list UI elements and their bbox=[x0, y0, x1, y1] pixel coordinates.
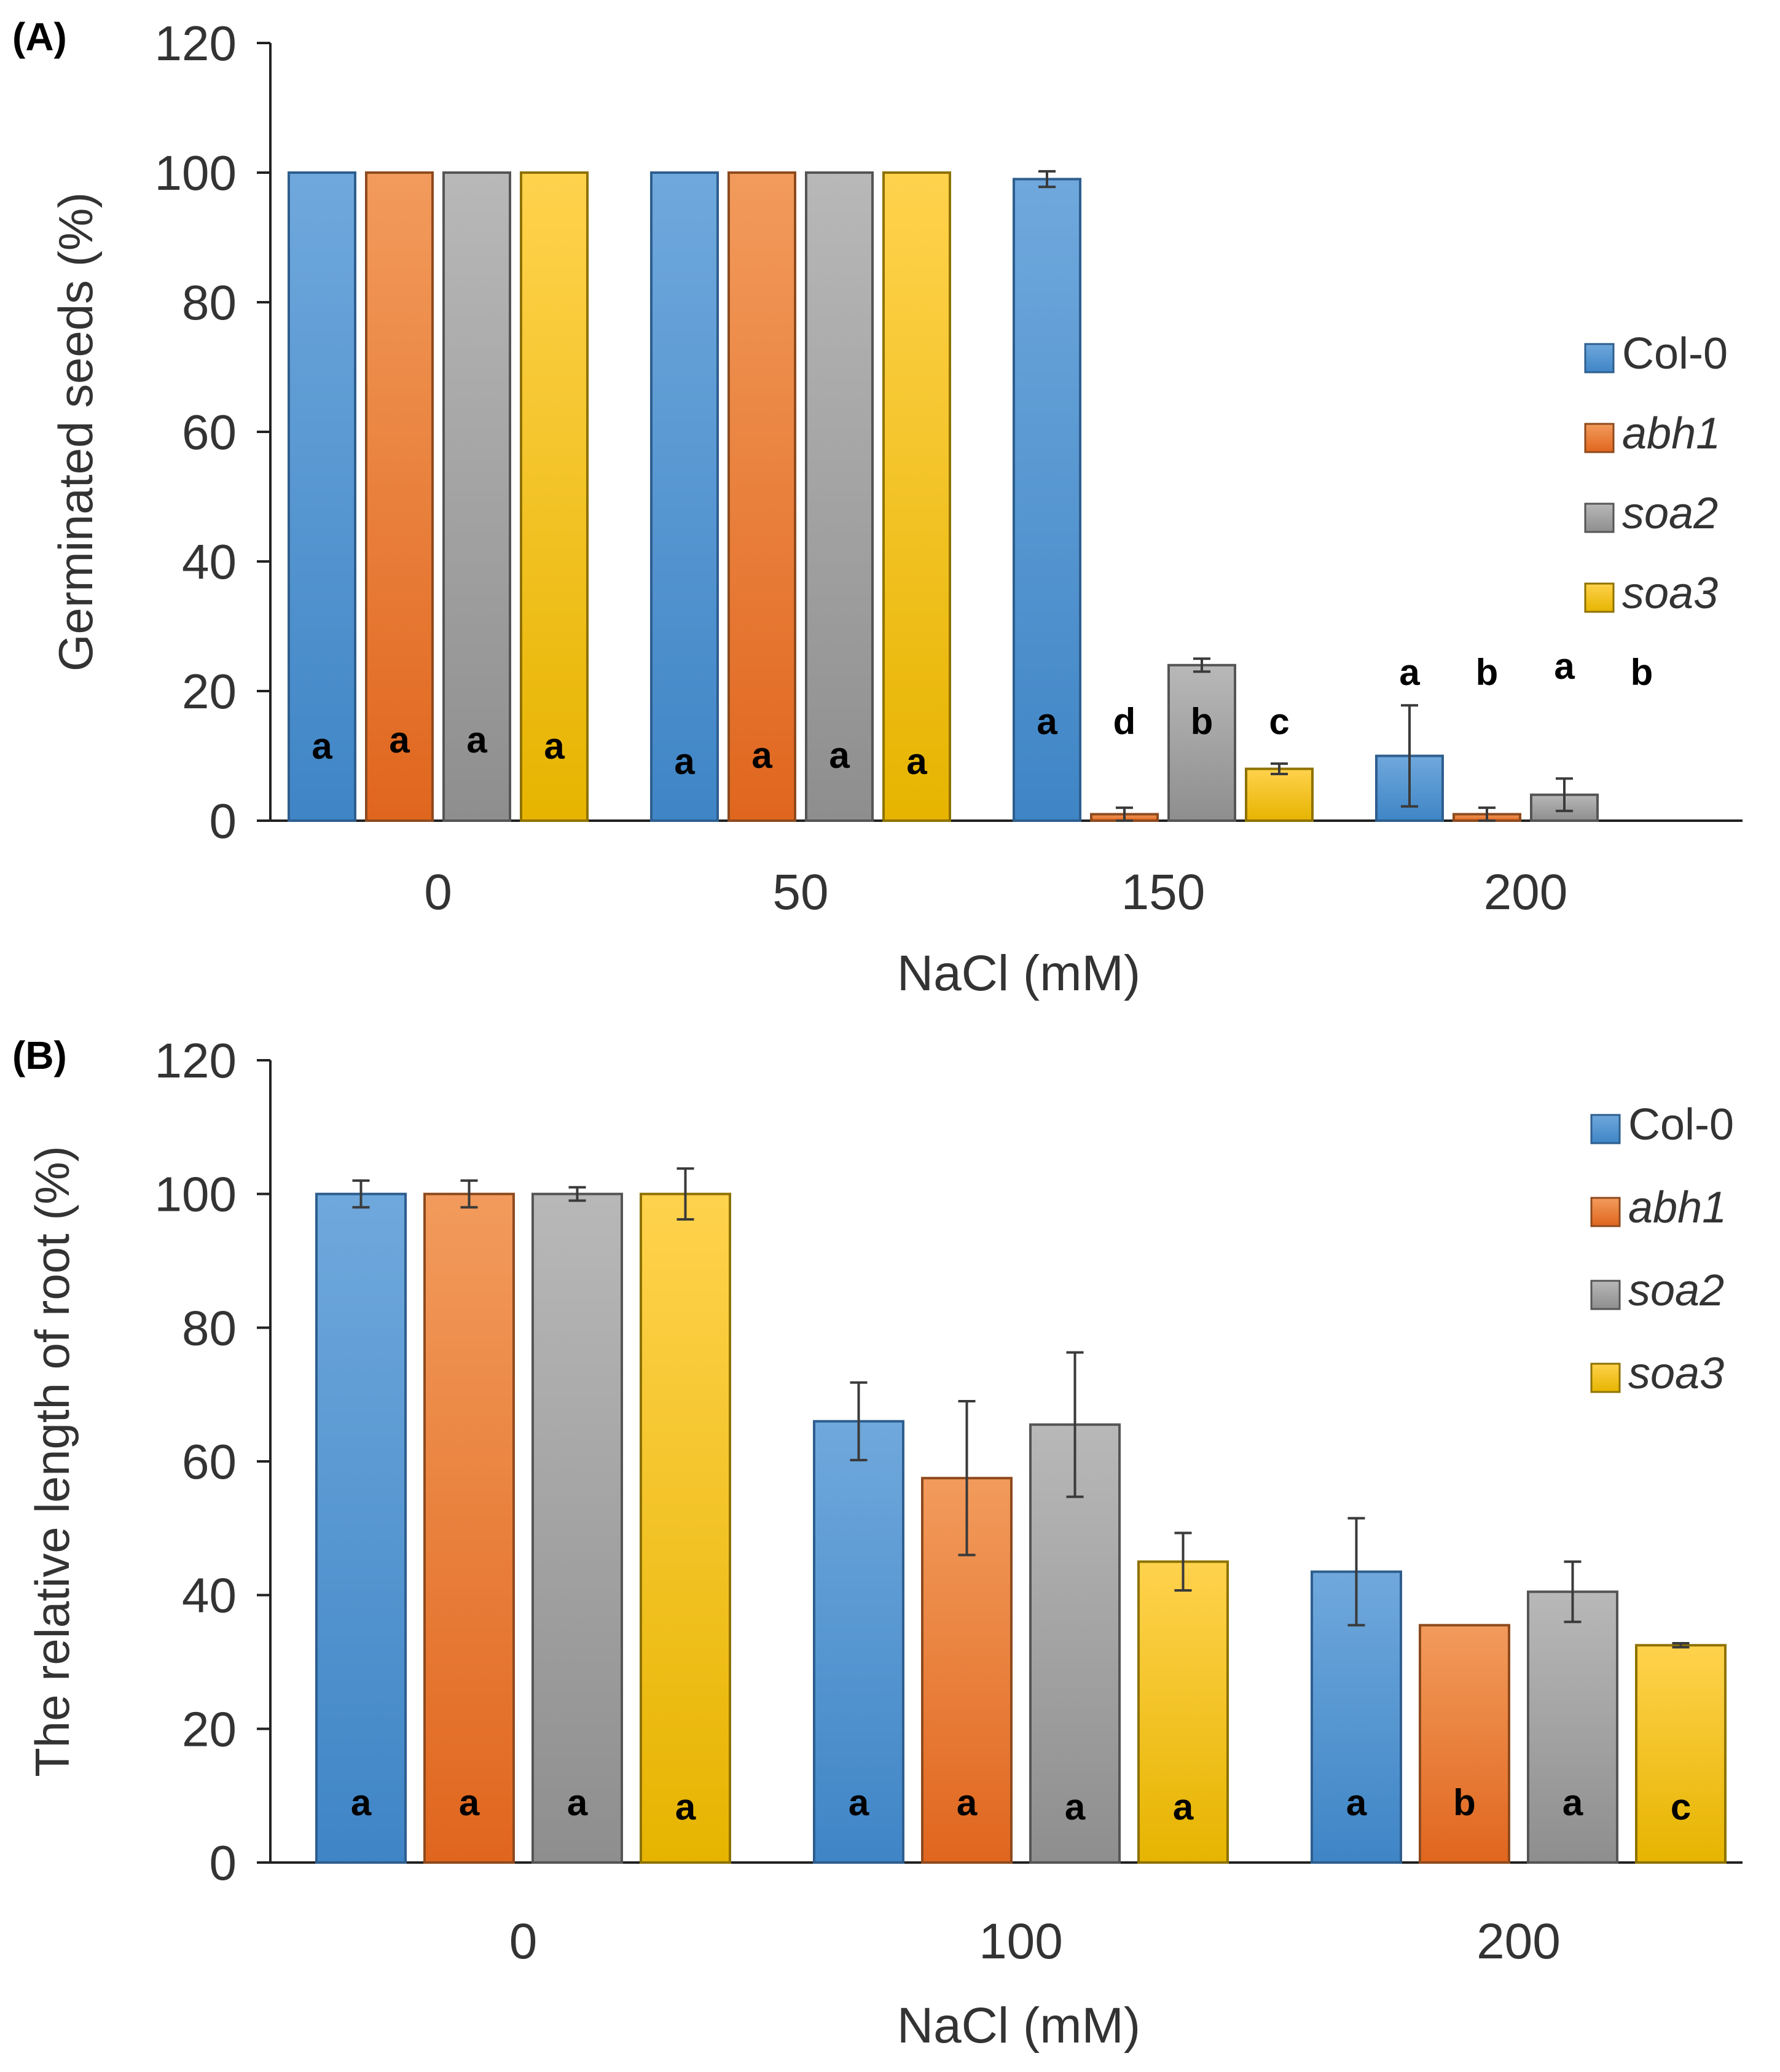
y-tick-label: 80 bbox=[182, 275, 237, 330]
legend-label-soa2: soa2 bbox=[1622, 489, 1718, 538]
legend-label-Col-0: Col-0 bbox=[1622, 329, 1728, 378]
significance-letter: a bbox=[849, 1782, 869, 1823]
legend-swatch-soa2 bbox=[1590, 1280, 1621, 1310]
significance-letter: a bbox=[544, 725, 565, 767]
legend-swatch-soa3 bbox=[1590, 1362, 1621, 1393]
significance-letter: a bbox=[906, 741, 927, 782]
significance-letter: d bbox=[1113, 701, 1136, 742]
y-tick-label: 60 bbox=[182, 1434, 237, 1489]
significance-letter: a bbox=[1037, 701, 1057, 742]
significance-letter: a bbox=[567, 1782, 588, 1823]
x-tick-label: 0 bbox=[509, 1914, 538, 1969]
x-tick-label: 200 bbox=[1476, 1914, 1561, 1969]
y-tick-label: 120 bbox=[155, 1033, 237, 1088]
legend-swatch-abh1 bbox=[1590, 1197, 1621, 1227]
significance-letter: b bbox=[1453, 1782, 1476, 1823]
significance-letter: a bbox=[1554, 646, 1575, 687]
bar-soa3-150 bbox=[1245, 767, 1314, 822]
legend-label-Col-0: Col-0 bbox=[1628, 1100, 1734, 1149]
significance-letter: a bbox=[459, 1782, 480, 1823]
bar-soa2-200 bbox=[1527, 1590, 1618, 1864]
x-axis-title: NaCl (mM) bbox=[897, 1998, 1140, 2054]
x-tick-label: 100 bbox=[979, 1914, 1063, 1969]
significance-letter: a bbox=[466, 719, 487, 760]
significance-letter: a bbox=[1173, 1786, 1194, 1828]
y-tick-label: 0 bbox=[210, 794, 237, 848]
significance-letter: a bbox=[674, 741, 695, 782]
y-tick-label: 0 bbox=[210, 1835, 237, 1890]
panel-label: (A) bbox=[12, 15, 67, 59]
legend-swatch-soa2 bbox=[1584, 502, 1615, 533]
y-tick-label: 100 bbox=[155, 1167, 237, 1222]
x-axis-title: NaCl (mM) bbox=[897, 945, 1140, 1001]
y-tick-label: 80 bbox=[182, 1300, 237, 1355]
legend-label-abh1: abh1 bbox=[1628, 1183, 1727, 1232]
y-axis-title: Germinated seeds (%) bbox=[49, 192, 103, 671]
panel-label: (B) bbox=[12, 1033, 67, 1077]
y-tick-label: 120 bbox=[155, 16, 237, 71]
bar-soa2-0 bbox=[442, 171, 511, 822]
significance-letter: c bbox=[1671, 1786, 1691, 1828]
significance-letter: a bbox=[389, 719, 410, 760]
significance-letter: a bbox=[351, 1782, 372, 1823]
bar-soa3-100 bbox=[1137, 1560, 1229, 1864]
bar-Col-0-100 bbox=[813, 1420, 904, 1864]
y-axis-title: The relative length of root (%) bbox=[25, 1146, 79, 1777]
legend-swatch-abh1 bbox=[1584, 423, 1615, 453]
significance-letter: a bbox=[1065, 1786, 1086, 1828]
bar-soa2-0 bbox=[531, 1192, 623, 1864]
bar-soa2-150 bbox=[1167, 663, 1236, 823]
x-tick-label: 150 bbox=[1121, 864, 1206, 920]
y-tick-label: 40 bbox=[182, 534, 237, 589]
panel-a-chart: (A) 0 20 40 60 80 100 120 Germinated seeds (%) 0 a… bbox=[12, 15, 1743, 1001]
x-tick-label: 200 bbox=[1484, 864, 1568, 920]
y-tick-label: 20 bbox=[182, 1702, 237, 1756]
bar-Col-0-0 bbox=[288, 171, 356, 822]
bar-soa3-0 bbox=[640, 1192, 731, 1864]
legend-swatch-soa3 bbox=[1584, 582, 1615, 613]
legend-label-soa3: soa3 bbox=[1628, 1349, 1724, 1398]
significance-letter: b bbox=[1191, 701, 1213, 742]
y-tick-label: 40 bbox=[182, 1568, 237, 1623]
significance-letter: a bbox=[1562, 1782, 1583, 1823]
legend-swatch-Col-0 bbox=[1590, 1114, 1621, 1144]
significance-letter: c bbox=[1269, 701, 1289, 742]
bar-soa2-50 bbox=[805, 171, 874, 822]
bar-abh1-50 bbox=[727, 171, 796, 822]
bar-abh1-0 bbox=[365, 171, 434, 822]
bar-soa3-0 bbox=[520, 171, 589, 822]
significance-letter: a bbox=[312, 725, 332, 767]
significance-letter: b bbox=[1631, 652, 1653, 693]
legend-label-abh1: abh1 bbox=[1622, 409, 1720, 458]
bar-Col-0-50 bbox=[650, 171, 719, 822]
significance-letter: a bbox=[829, 735, 850, 776]
y-tick-label: 20 bbox=[182, 664, 237, 719]
significance-letter: a bbox=[957, 1782, 978, 1823]
bar-soa3-50 bbox=[882, 171, 951, 822]
y-tick-label: 60 bbox=[182, 405, 237, 459]
legend-label-soa3: soa3 bbox=[1622, 569, 1718, 618]
bar-Col-0-0 bbox=[315, 1192, 407, 1864]
legend-swatch-Col-0 bbox=[1584, 343, 1615, 373]
x-tick-label: 50 bbox=[772, 864, 828, 920]
significance-letter: a bbox=[751, 735, 772, 776]
significance-letter: a bbox=[1346, 1782, 1367, 1823]
bar-abh1-0 bbox=[423, 1192, 515, 1864]
panel-b-chart: (B) 0 20 40 60 80 100 120 The relative length of… bbox=[12, 1033, 1743, 2054]
significance-letter: a bbox=[1399, 652, 1420, 693]
significance-letter: a bbox=[675, 1786, 696, 1828]
significance-letter: b bbox=[1476, 652, 1499, 693]
x-tick-label: 0 bbox=[424, 864, 452, 920]
legend-label-soa2: soa2 bbox=[1628, 1266, 1724, 1315]
bar-soa3-200 bbox=[1635, 1644, 1727, 1864]
y-tick-label: 100 bbox=[155, 146, 237, 200]
bar-abh1-200 bbox=[1419, 1624, 1510, 1864]
